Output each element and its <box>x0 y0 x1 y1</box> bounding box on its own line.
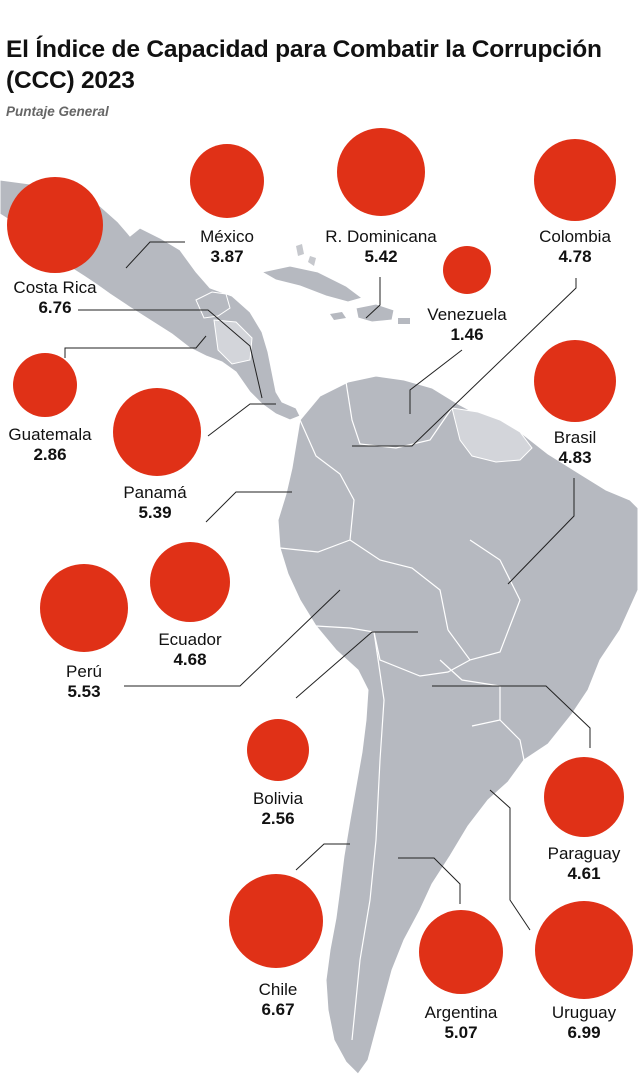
leader-venezuela <box>409 349 463 414</box>
leader-mexico <box>125 241 185 269</box>
bubble-argentina <box>419 910 503 994</box>
bubble-colombia <box>534 139 616 221</box>
label-colombia-score: 4.78 <box>558 247 591 266</box>
leader-rdominicana <box>365 277 381 319</box>
leader-costarica <box>78 309 263 399</box>
land-jamaica <box>330 312 346 320</box>
leader-lines <box>64 241 591 931</box>
label-argentina-score: 5.07 <box>444 1023 477 1042</box>
bubble-costarica <box>7 177 103 273</box>
land-masses <box>0 179 638 1075</box>
bubble-brasil <box>534 340 616 422</box>
leader-argentina <box>398 857 461 904</box>
label-guatemala-name: Guatemala <box>8 425 92 444</box>
label-bolivia-name: Bolivia <box>253 789 304 808</box>
leader-paraguay <box>432 685 591 748</box>
label-rdominicana-name: R. Dominicana <box>325 227 437 246</box>
label-costarica-name: Costa Rica <box>13 278 97 297</box>
land-belize-honduras <box>213 319 253 365</box>
bubble-ecuador <box>150 542 230 622</box>
label-panama-score: 5.39 <box>138 503 171 522</box>
bubble-uruguay <box>535 901 633 999</box>
label-ecuador-score: 4.68 <box>173 650 206 669</box>
label-uruguay-score: 6.99 <box>567 1023 600 1042</box>
page-subtitle: Puntaje General <box>6 104 109 119</box>
bubbles <box>7 128 633 999</box>
label-costarica-score: 6.76 <box>38 298 71 317</box>
bubble-guatemala <box>13 353 77 417</box>
label-paraguay-score: 4.61 <box>567 864 600 883</box>
label-guatemala-score: 2.86 <box>33 445 66 464</box>
bubble-mexico <box>190 144 264 218</box>
leader-chile <box>295 843 350 871</box>
label-venezuela-name: Venezuela <box>427 305 507 324</box>
page-title: El Índice de Capacidad para Combatir la … <box>6 36 602 94</box>
bubble-bolivia <box>247 719 309 781</box>
label-uruguay-name: Uruguay <box>552 1003 617 1022</box>
label-mexico-score: 3.87 <box>210 247 243 266</box>
label-mexico-name: México <box>200 227 254 246</box>
leader-uruguay <box>489 789 531 931</box>
land-bahamas <box>296 244 316 266</box>
leader-peru <box>124 589 341 687</box>
label-paraguay-name: Paraguay <box>548 844 621 863</box>
leader-panama <box>207 403 276 437</box>
country-labels: México 3.87 R. Dominicana 5.42 Colombia … <box>8 227 620 1042</box>
label-brasil-name: Brasil <box>554 428 597 447</box>
bubble-panama <box>113 388 201 476</box>
land-yucatan <box>195 291 231 319</box>
label-venezuela-score: 1.46 <box>450 325 483 344</box>
label-argentina-name: Argentina <box>425 1003 498 1022</box>
leader-colombia <box>352 278 577 447</box>
bubble-venezuela <box>443 246 491 294</box>
label-panama-name: Panamá <box>123 483 187 502</box>
land-hispaniola <box>355 303 395 323</box>
leader-guatemala <box>64 335 207 358</box>
label-peru-name: Perú <box>66 662 102 681</box>
label-chile-name: Chile <box>259 980 298 999</box>
leader-bolivia <box>295 631 418 699</box>
label-peru-score: 5.53 <box>67 682 100 701</box>
label-chile-score: 6.67 <box>261 1000 294 1019</box>
bubble-peru <box>40 564 128 652</box>
leader-brasil <box>507 478 575 585</box>
bubble-paraguay <box>544 757 624 837</box>
label-rdominicana-score: 5.42 <box>364 247 397 266</box>
label-brasil-score: 4.83 <box>558 448 591 467</box>
leader-ecuador <box>205 491 292 523</box>
bubble-rdominicana <box>337 128 425 216</box>
label-colombia-name: Colombia <box>539 227 611 246</box>
land-cuba <box>260 265 364 303</box>
bubble-chile <box>229 874 323 968</box>
land-puerto-rico <box>398 318 410 324</box>
label-ecuador-name: Ecuador <box>158 630 222 649</box>
land-guianas <box>451 407 533 463</box>
label-bolivia-score: 2.56 <box>261 809 294 828</box>
